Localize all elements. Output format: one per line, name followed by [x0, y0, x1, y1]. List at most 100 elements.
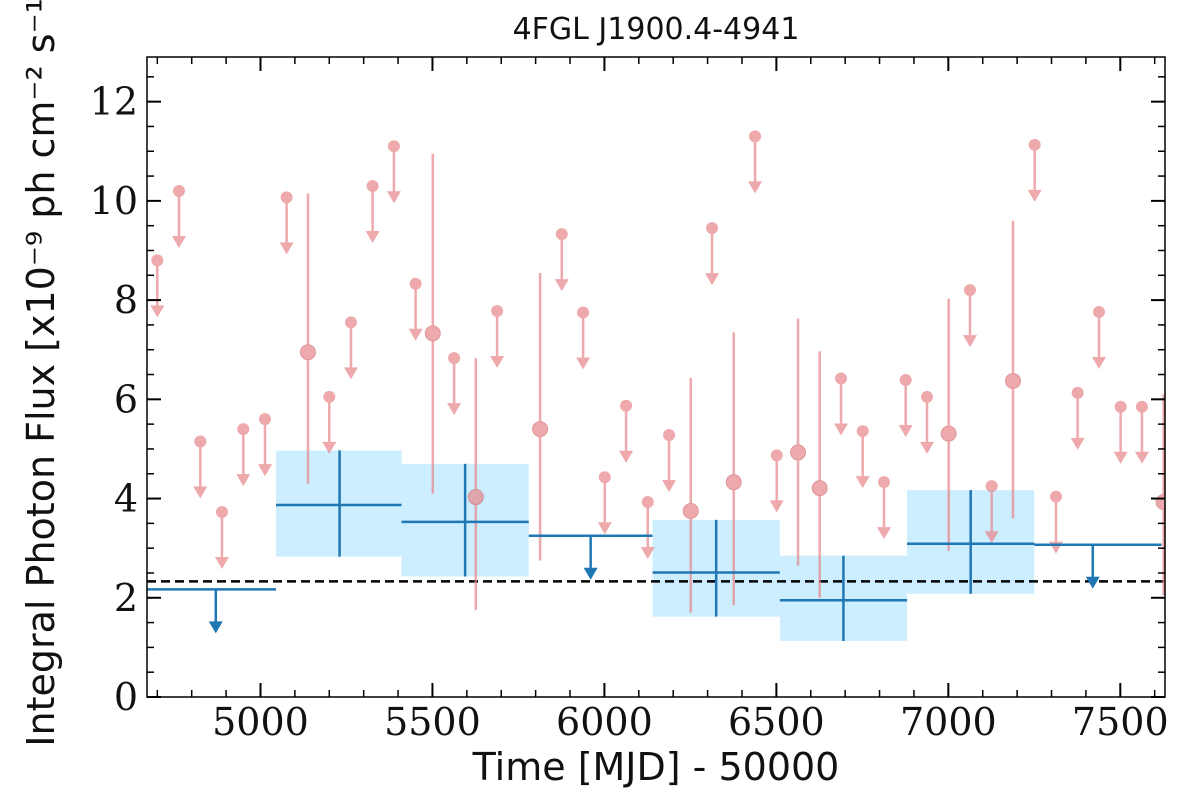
short-bin-point-45 [1134, 400, 1149, 464]
x-tick-label-3: 6500 [728, 700, 825, 744]
short-bin-point-37 [962, 284, 977, 348]
short-bin-marker-19 [577, 306, 590, 319]
x-tick-label-5: 7500 [1072, 700, 1169, 744]
long-bin-point-5 [779, 555, 908, 641]
short-bin-ul-arrow-18 [554, 279, 569, 292]
short-bin-point-31 [834, 372, 849, 436]
x-axis-label: Time [MJD] - 50000 [472, 745, 840, 789]
short-bin-marker-3 [215, 505, 228, 518]
short-bin-point-43 [1091, 306, 1106, 370]
short-bin-point-25 [705, 222, 720, 286]
short-bin-ul-arrow-35 [920, 441, 935, 454]
short-bin-point-5 [257, 413, 272, 477]
short-bin-ul-arrow-40 [1027, 189, 1042, 202]
axis-ticks [147, 57, 1165, 698]
short-bin-point-9 [343, 316, 358, 380]
short-bin-ul-arrow-43 [1091, 357, 1106, 370]
short-bin-marker-12 [409, 277, 422, 290]
short-bin-marker-11 [387, 140, 400, 153]
short-bin-marker-8 [323, 390, 336, 403]
short-bin-ul-arrow-20 [597, 522, 612, 535]
short-bin-point-6 [279, 191, 294, 255]
short-bin-point-34 [898, 373, 913, 437]
short-bin-point-0 [150, 254, 165, 318]
short-bin-point-38 [984, 480, 999, 544]
short-bin-marker-38 [985, 480, 998, 493]
short-bin-marker-20 [598, 471, 611, 484]
short-bin-ul-arrow-9 [343, 367, 358, 380]
short-bin-point-42 [1070, 386, 1085, 450]
short-bin-ul-arrow-31 [834, 423, 849, 436]
short-bin-point-7 [299, 193, 316, 484]
long-bin-ul-arrow-3 [583, 567, 598, 580]
short-bin-point-28 [769, 449, 784, 513]
short-bin-point-14 [447, 352, 462, 416]
chart-title: 4FGL J1900.4-4941 [513, 12, 800, 47]
short-bin-marker-13 [424, 325, 441, 342]
short-bin-point-16 [490, 305, 505, 369]
short-bin-marker-24 [682, 502, 699, 519]
short-bin-ul-arrow-44 [1113, 451, 1128, 464]
short-bin-marker-33 [878, 476, 891, 489]
short-bin-point-40 [1027, 138, 1042, 202]
short-bin-ul-arrow-28 [769, 500, 784, 513]
short-bin-point-8 [322, 390, 337, 454]
short-bin-marker-29 [790, 444, 807, 461]
y-axis-label: Integral Photon Flux [x10⁻⁹ ph cm⁻² s⁻¹] [19, 0, 63, 747]
short-bin-ul-arrow-41 [1048, 541, 1063, 554]
short-bin-ul-arrow-32 [855, 476, 870, 489]
short-bin-marker-26 [725, 474, 742, 491]
short-bin-point-19 [576, 306, 591, 370]
short-bin-marker-23 [663, 429, 676, 442]
long-bin-point-0 [147, 588, 276, 634]
short-bin-point-3 [214, 505, 229, 569]
tick-labels: 5000 5500 6000 6500 7000 7500 0 2 4 6 8 10 12 [90, 80, 1169, 744]
short-bin-marker-22 [641, 496, 654, 509]
short-bin-ul-arrow-38 [984, 531, 999, 544]
x-tick-label-2: 6000 [556, 700, 653, 744]
short-bin-point-10 [365, 179, 380, 243]
long-bin-point-1 [275, 450, 402, 557]
long-bin-ul-arrow-7 [1085, 576, 1100, 589]
long-bin-points [147, 450, 1162, 641]
short-bin-marker-35 [921, 390, 934, 403]
short-bin-marker-0 [151, 254, 164, 267]
short-bin-ul-arrow-12 [408, 328, 423, 341]
short-bin-ul-arrow-2 [193, 486, 208, 499]
short-bin-marker-32 [856, 425, 869, 438]
short-bin-marker-31 [835, 372, 848, 385]
short-bin-marker-40 [1028, 138, 1041, 151]
short-bin-marker-9 [344, 316, 357, 329]
short-bin-marker-25 [706, 222, 719, 235]
short-bin-marker-21 [620, 399, 633, 412]
short-bin-point-27 [748, 130, 763, 194]
long-bin-point-6 [907, 490, 1035, 594]
short-bin-point-11 [386, 140, 401, 204]
short-bin-point-4 [236, 423, 251, 487]
short-bin-point-26 [725, 332, 742, 606]
short-bin-marker-1 [172, 184, 185, 197]
short-bin-marker-4 [237, 423, 250, 436]
short-bin-point-22 [640, 496, 655, 560]
x-tick-label-0: 5000 [212, 700, 309, 744]
short-bin-point-13 [424, 153, 441, 494]
short-bin-marker-18 [555, 228, 568, 241]
short-bin-marker-44 [1114, 400, 1127, 413]
short-bin-ul-arrow-8 [322, 441, 337, 454]
short-bin-ul-arrow-22 [640, 547, 655, 560]
long-bin-ul-arrow-0 [208, 621, 223, 634]
y-tick-label-6: 12 [90, 80, 138, 124]
short-bin-ul-arrow-16 [490, 356, 505, 369]
short-bin-point-39 [1004, 220, 1021, 519]
short-bin-ul-arrow-5 [257, 464, 272, 477]
y-tick-label-4: 8 [114, 278, 138, 322]
short-bin-ul-arrow-25 [705, 273, 720, 286]
short-bin-ul-arrow-45 [1134, 451, 1149, 464]
short-bin-marker-6 [280, 191, 293, 204]
short-bin-ul-arrow-10 [365, 230, 380, 243]
short-bin-marker-37 [963, 284, 976, 297]
short-bin-ul-arrow-3 [214, 556, 229, 569]
short-bin-point-23 [662, 429, 677, 493]
short-bin-marker-28 [770, 449, 783, 462]
short-bin-ul-arrow-23 [662, 480, 677, 493]
